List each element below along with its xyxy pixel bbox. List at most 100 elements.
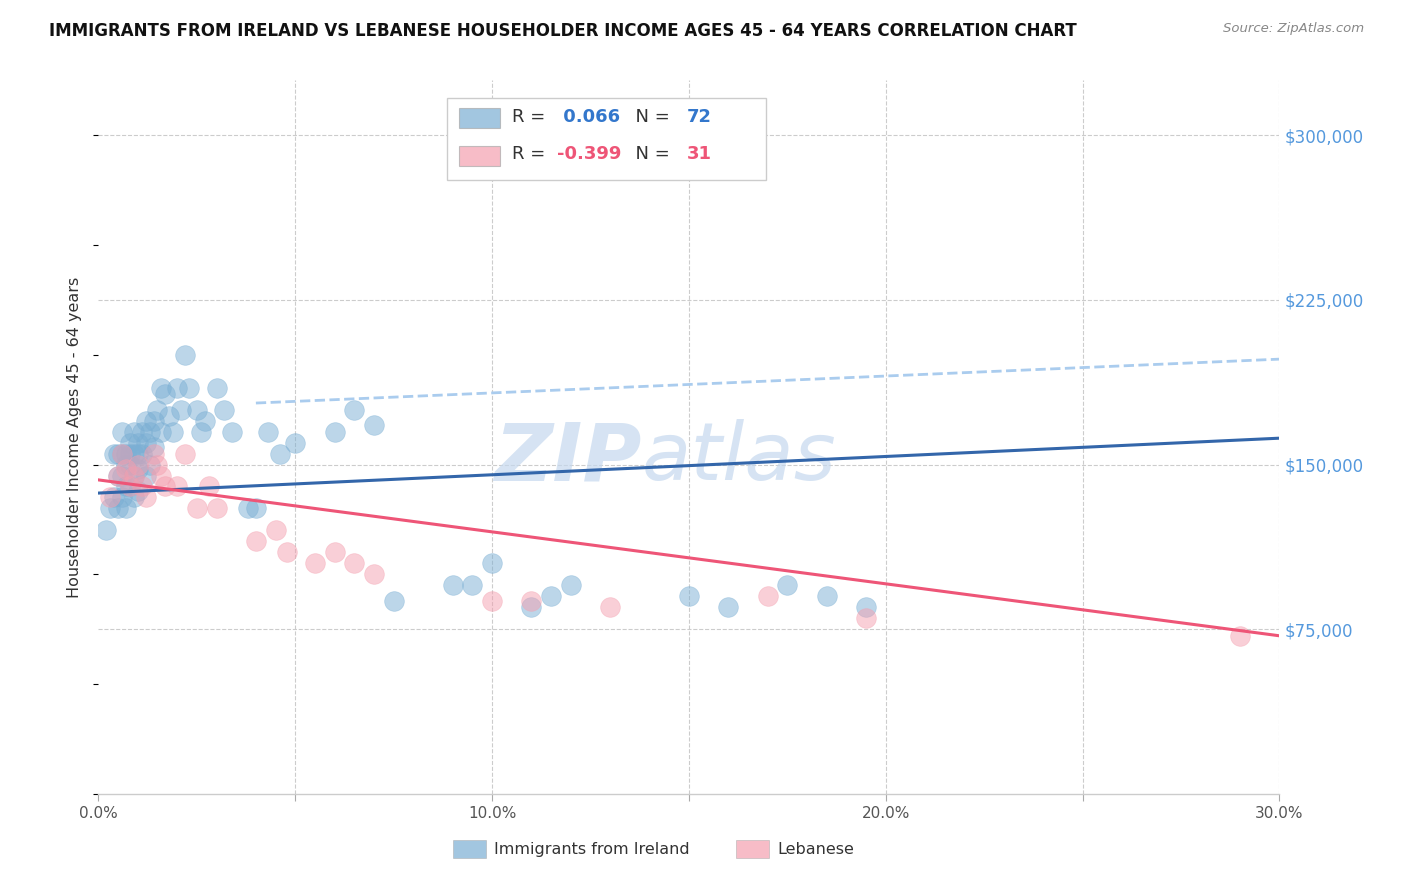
Point — [205, 381, 228, 395]
Point — [678, 589, 700, 603]
Point — [127, 435, 149, 450]
Point — [194, 414, 217, 428]
Point — [118, 479, 141, 493]
Point — [111, 425, 134, 439]
FancyBboxPatch shape — [453, 840, 486, 858]
Point — [264, 524, 287, 538]
Text: IMMIGRANTS FROM IRELAND VS LEBANESE HOUSEHOLDER INCOME AGES 45 - 64 YEARS CORREL: IMMIGRANTS FROM IRELAND VS LEBANESE HOUS… — [49, 22, 1077, 40]
Point — [127, 458, 149, 472]
Point — [284, 435, 307, 450]
Point — [304, 557, 326, 571]
Point — [138, 458, 160, 472]
Point — [127, 462, 149, 476]
Point — [756, 589, 779, 603]
Point — [98, 501, 121, 516]
Point — [174, 348, 197, 362]
Point — [103, 491, 125, 505]
Point — [111, 491, 134, 505]
Point — [107, 501, 129, 516]
Point — [118, 479, 141, 493]
Y-axis label: Householder Income Ages 45 - 64 years: Householder Income Ages 45 - 64 years — [67, 277, 83, 598]
Point — [96, 524, 118, 538]
Point — [118, 446, 141, 460]
Point — [162, 425, 184, 439]
Point — [166, 479, 188, 493]
Point — [520, 593, 543, 607]
Point — [122, 468, 145, 483]
Point — [155, 479, 177, 493]
Point — [157, 409, 180, 424]
Text: 31: 31 — [686, 145, 711, 163]
Point — [441, 578, 464, 592]
Text: N =: N = — [624, 145, 675, 163]
Text: Immigrants from Ireland: Immigrants from Ireland — [494, 842, 690, 857]
Point — [131, 446, 153, 460]
Point — [118, 458, 141, 472]
Point — [599, 600, 621, 615]
Text: Source: ZipAtlas.com: Source: ZipAtlas.com — [1223, 22, 1364, 36]
Point — [131, 425, 153, 439]
FancyBboxPatch shape — [458, 146, 501, 166]
Point — [150, 468, 173, 483]
Point — [276, 545, 298, 559]
Text: ZIP: ZIP — [495, 419, 641, 498]
Point — [111, 468, 134, 483]
Point — [155, 387, 177, 401]
FancyBboxPatch shape — [737, 840, 769, 858]
Point — [245, 534, 267, 549]
Point — [214, 402, 236, 417]
Point — [481, 593, 503, 607]
Point — [135, 491, 157, 505]
Point — [540, 589, 562, 603]
Point — [815, 589, 838, 603]
FancyBboxPatch shape — [458, 108, 501, 128]
Point — [166, 381, 188, 395]
Point — [142, 440, 165, 454]
Point — [363, 567, 385, 582]
Point — [186, 402, 208, 417]
Point — [150, 425, 173, 439]
Point — [122, 446, 145, 460]
Point — [122, 491, 145, 505]
Point — [343, 402, 366, 417]
Point — [146, 402, 169, 417]
Point — [142, 414, 165, 428]
Point — [135, 414, 157, 428]
Point — [98, 491, 121, 505]
Point — [115, 462, 138, 476]
Point — [103, 446, 125, 460]
Point — [520, 600, 543, 615]
Text: N =: N = — [624, 108, 675, 126]
Point — [146, 458, 169, 472]
Text: 72: 72 — [686, 108, 711, 126]
Point — [115, 458, 138, 472]
Point — [855, 611, 877, 625]
Point — [197, 479, 219, 493]
Point — [323, 545, 346, 559]
Point — [855, 600, 877, 615]
Point — [115, 446, 138, 460]
Point — [323, 425, 346, 439]
Point — [190, 425, 212, 439]
Text: -0.399: -0.399 — [557, 145, 621, 163]
Point — [115, 479, 138, 493]
Point — [236, 501, 259, 516]
Point — [382, 593, 405, 607]
FancyBboxPatch shape — [447, 98, 766, 180]
Point — [560, 578, 582, 592]
Point — [115, 501, 138, 516]
Point — [776, 578, 799, 592]
Point — [717, 600, 740, 615]
Point — [138, 425, 160, 439]
Point — [122, 468, 145, 483]
Point — [122, 425, 145, 439]
Point — [131, 479, 153, 493]
Point — [481, 557, 503, 571]
Point — [256, 425, 278, 439]
Point — [174, 446, 197, 460]
Point — [177, 381, 200, 395]
Point — [107, 446, 129, 460]
Point — [221, 425, 243, 439]
Point — [245, 501, 267, 516]
Point — [186, 501, 208, 516]
